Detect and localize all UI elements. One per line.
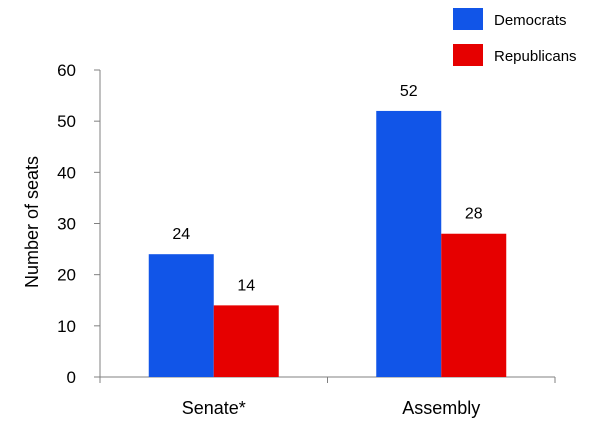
legend-swatch-democrats xyxy=(453,8,483,30)
legend-swatch-republicans xyxy=(453,44,483,66)
category-label: Senate* xyxy=(182,398,246,418)
data-label: 28 xyxy=(465,206,483,223)
y-tick-label: 40 xyxy=(57,163,76,182)
y-tick-label: 30 xyxy=(57,215,76,234)
x-axis: Senate* Assembly xyxy=(94,376,556,418)
bar-republicans-1 xyxy=(213,305,279,377)
bar-democrats-2 xyxy=(376,110,442,377)
y-tick-label: 60 xyxy=(57,61,76,80)
legend-label-republicans: Republicans xyxy=(494,48,577,65)
bars xyxy=(148,110,507,377)
bar-democrats-1 xyxy=(148,254,214,377)
y-tick-label: 0 xyxy=(67,368,76,387)
bar-republicans-2 xyxy=(441,233,507,377)
category-label: Assembly xyxy=(402,398,480,418)
y-tick-label: 50 xyxy=(57,112,76,131)
y-axis: 0 10 20 30 40 50 60 xyxy=(57,61,101,387)
data-labels: 24 14 52 28 xyxy=(172,83,482,294)
legend: Democrats Republicans xyxy=(453,8,577,66)
legend-label-democrats: Democrats xyxy=(494,12,567,29)
y-axis-title: Number of seats xyxy=(22,156,42,288)
data-label: 14 xyxy=(237,277,255,294)
data-label: 24 xyxy=(172,226,190,243)
data-label: 52 xyxy=(400,83,418,100)
y-tick-label: 20 xyxy=(57,266,76,285)
y-tick-label: 10 xyxy=(57,317,76,336)
